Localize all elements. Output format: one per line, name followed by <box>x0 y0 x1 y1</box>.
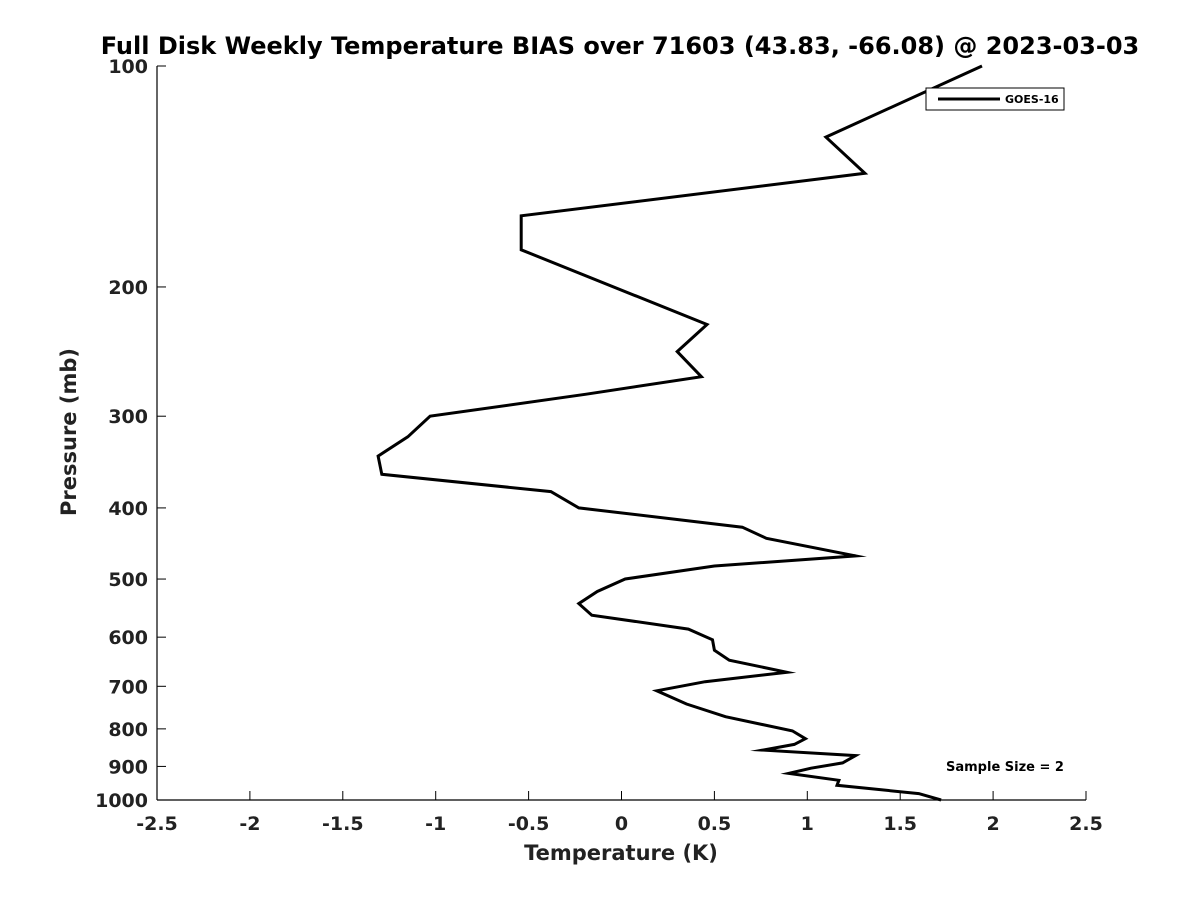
y-tick-label: 100 <box>108 56 148 78</box>
x-tick-label: -0.5 <box>508 813 550 835</box>
chart-title: Full Disk Weekly Temperature BIAS over 7… <box>101 32 1140 60</box>
axes <box>156 66 1086 801</box>
x-tick-label: 2 <box>986 813 999 835</box>
x-tick-label: 0.5 <box>698 813 732 835</box>
y-tick-label: 900 <box>108 756 148 778</box>
series-layer <box>376 64 983 802</box>
y-axis-ticks: 100 200 300 400 500 600 700 800 900 1000 <box>95 56 166 812</box>
y-tick-label: 1000 <box>95 790 148 812</box>
y-axis-label: Pressure (mb) <box>57 348 81 516</box>
x-tick-label: 0 <box>615 813 628 835</box>
sample-size-annotation: Sample Size = 2 <box>946 760 1064 775</box>
x-tick-label: -2 <box>239 813 260 835</box>
x-axis-ticks: -2.5 -2 -1.5 -1 -0.5 0 0.5 1 1.5 2 2.5 <box>136 791 1103 835</box>
y-tick-label: 600 <box>108 627 148 649</box>
legend-entry-goes-16: GOES-16 <box>1005 93 1059 106</box>
x-tick-label: 1 <box>801 813 814 835</box>
y-tick-label: 700 <box>108 676 148 698</box>
x-tick-label: -1 <box>425 813 446 835</box>
y-tick-label: 500 <box>108 569 148 591</box>
y-tick-label: 400 <box>108 498 148 520</box>
x-tick-label: -1.5 <box>322 813 364 835</box>
x-tick-label: 2.5 <box>1069 813 1103 835</box>
x-axis-label: Temperature (K) <box>524 841 718 865</box>
legend: GOES-16 <box>925 87 1065 111</box>
series-line-goes-16 <box>376 64 983 802</box>
y-tick-label: 800 <box>108 719 148 741</box>
y-tick-label: 300 <box>108 406 148 428</box>
x-tick-label: 1.5 <box>883 813 917 835</box>
y-tick-label: 200 <box>108 277 148 299</box>
x-tick-label: -2.5 <box>136 813 178 835</box>
